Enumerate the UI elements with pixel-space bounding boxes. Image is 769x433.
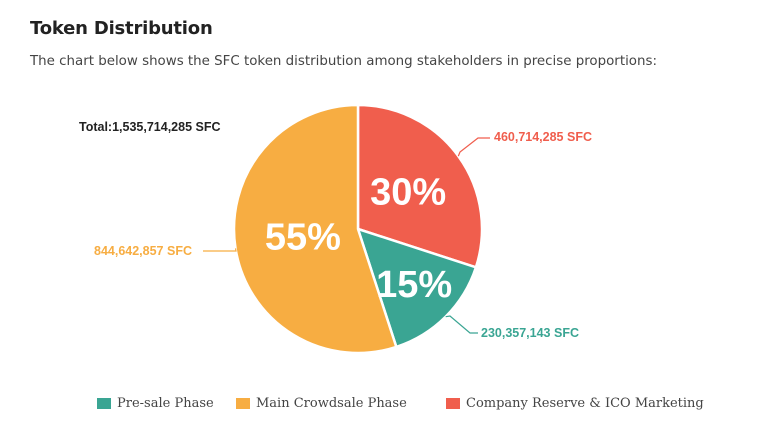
legend-item-pre-sale[interactable]: Pre-sale Phase — [97, 396, 214, 411]
slice-percent-label: 30% — [370, 172, 446, 214]
legend-label: Main Crowdsale Phase — [256, 396, 407, 411]
slice-percent-label: 55% — [265, 217, 341, 259]
legend-label: Pre-sale Phase — [117, 396, 214, 411]
leader-line — [203, 248, 237, 252]
legend-swatch — [236, 398, 250, 409]
legend-swatch — [446, 398, 460, 409]
slice-amount-label: 844,642,857 SFC — [94, 244, 192, 258]
slice-amount-label: 460,714,285 SFC — [494, 130, 592, 144]
chart-title: Token Distribution — [30, 18, 213, 39]
leader-line — [457, 137, 490, 157]
slice-percent-label: 15% — [376, 264, 452, 306]
legend-item-company-reserve[interactable]: Company Reserve & ICO Marketing — [446, 396, 704, 411]
chart-subtitle: The chart below shows the SFC token dist… — [30, 54, 657, 69]
slice-amount-label: 230,357,143 SFC — [481, 326, 579, 340]
pie-labels: Total:1,535,714,285 SFC 30% 460,714,285 S… — [79, 120, 592, 340]
legend-swatch — [97, 398, 111, 409]
leader-line — [445, 315, 478, 334]
total-label: Total:1,535,714,285 SFC — [79, 120, 221, 134]
leader-lines — [203, 137, 490, 334]
legend-item-main-crowdsale[interactable]: Main Crowdsale Phase — [236, 396, 407, 411]
pie-chart: Total:1,535,714,285 SFC 30% 460,714,285 S… — [79, 103, 592, 355]
chart-legend: Pre-sale Phase Main Crowdsale Phase Comp… — [0, 396, 769, 414]
legend-label: Company Reserve & ICO Marketing — [466, 396, 704, 411]
